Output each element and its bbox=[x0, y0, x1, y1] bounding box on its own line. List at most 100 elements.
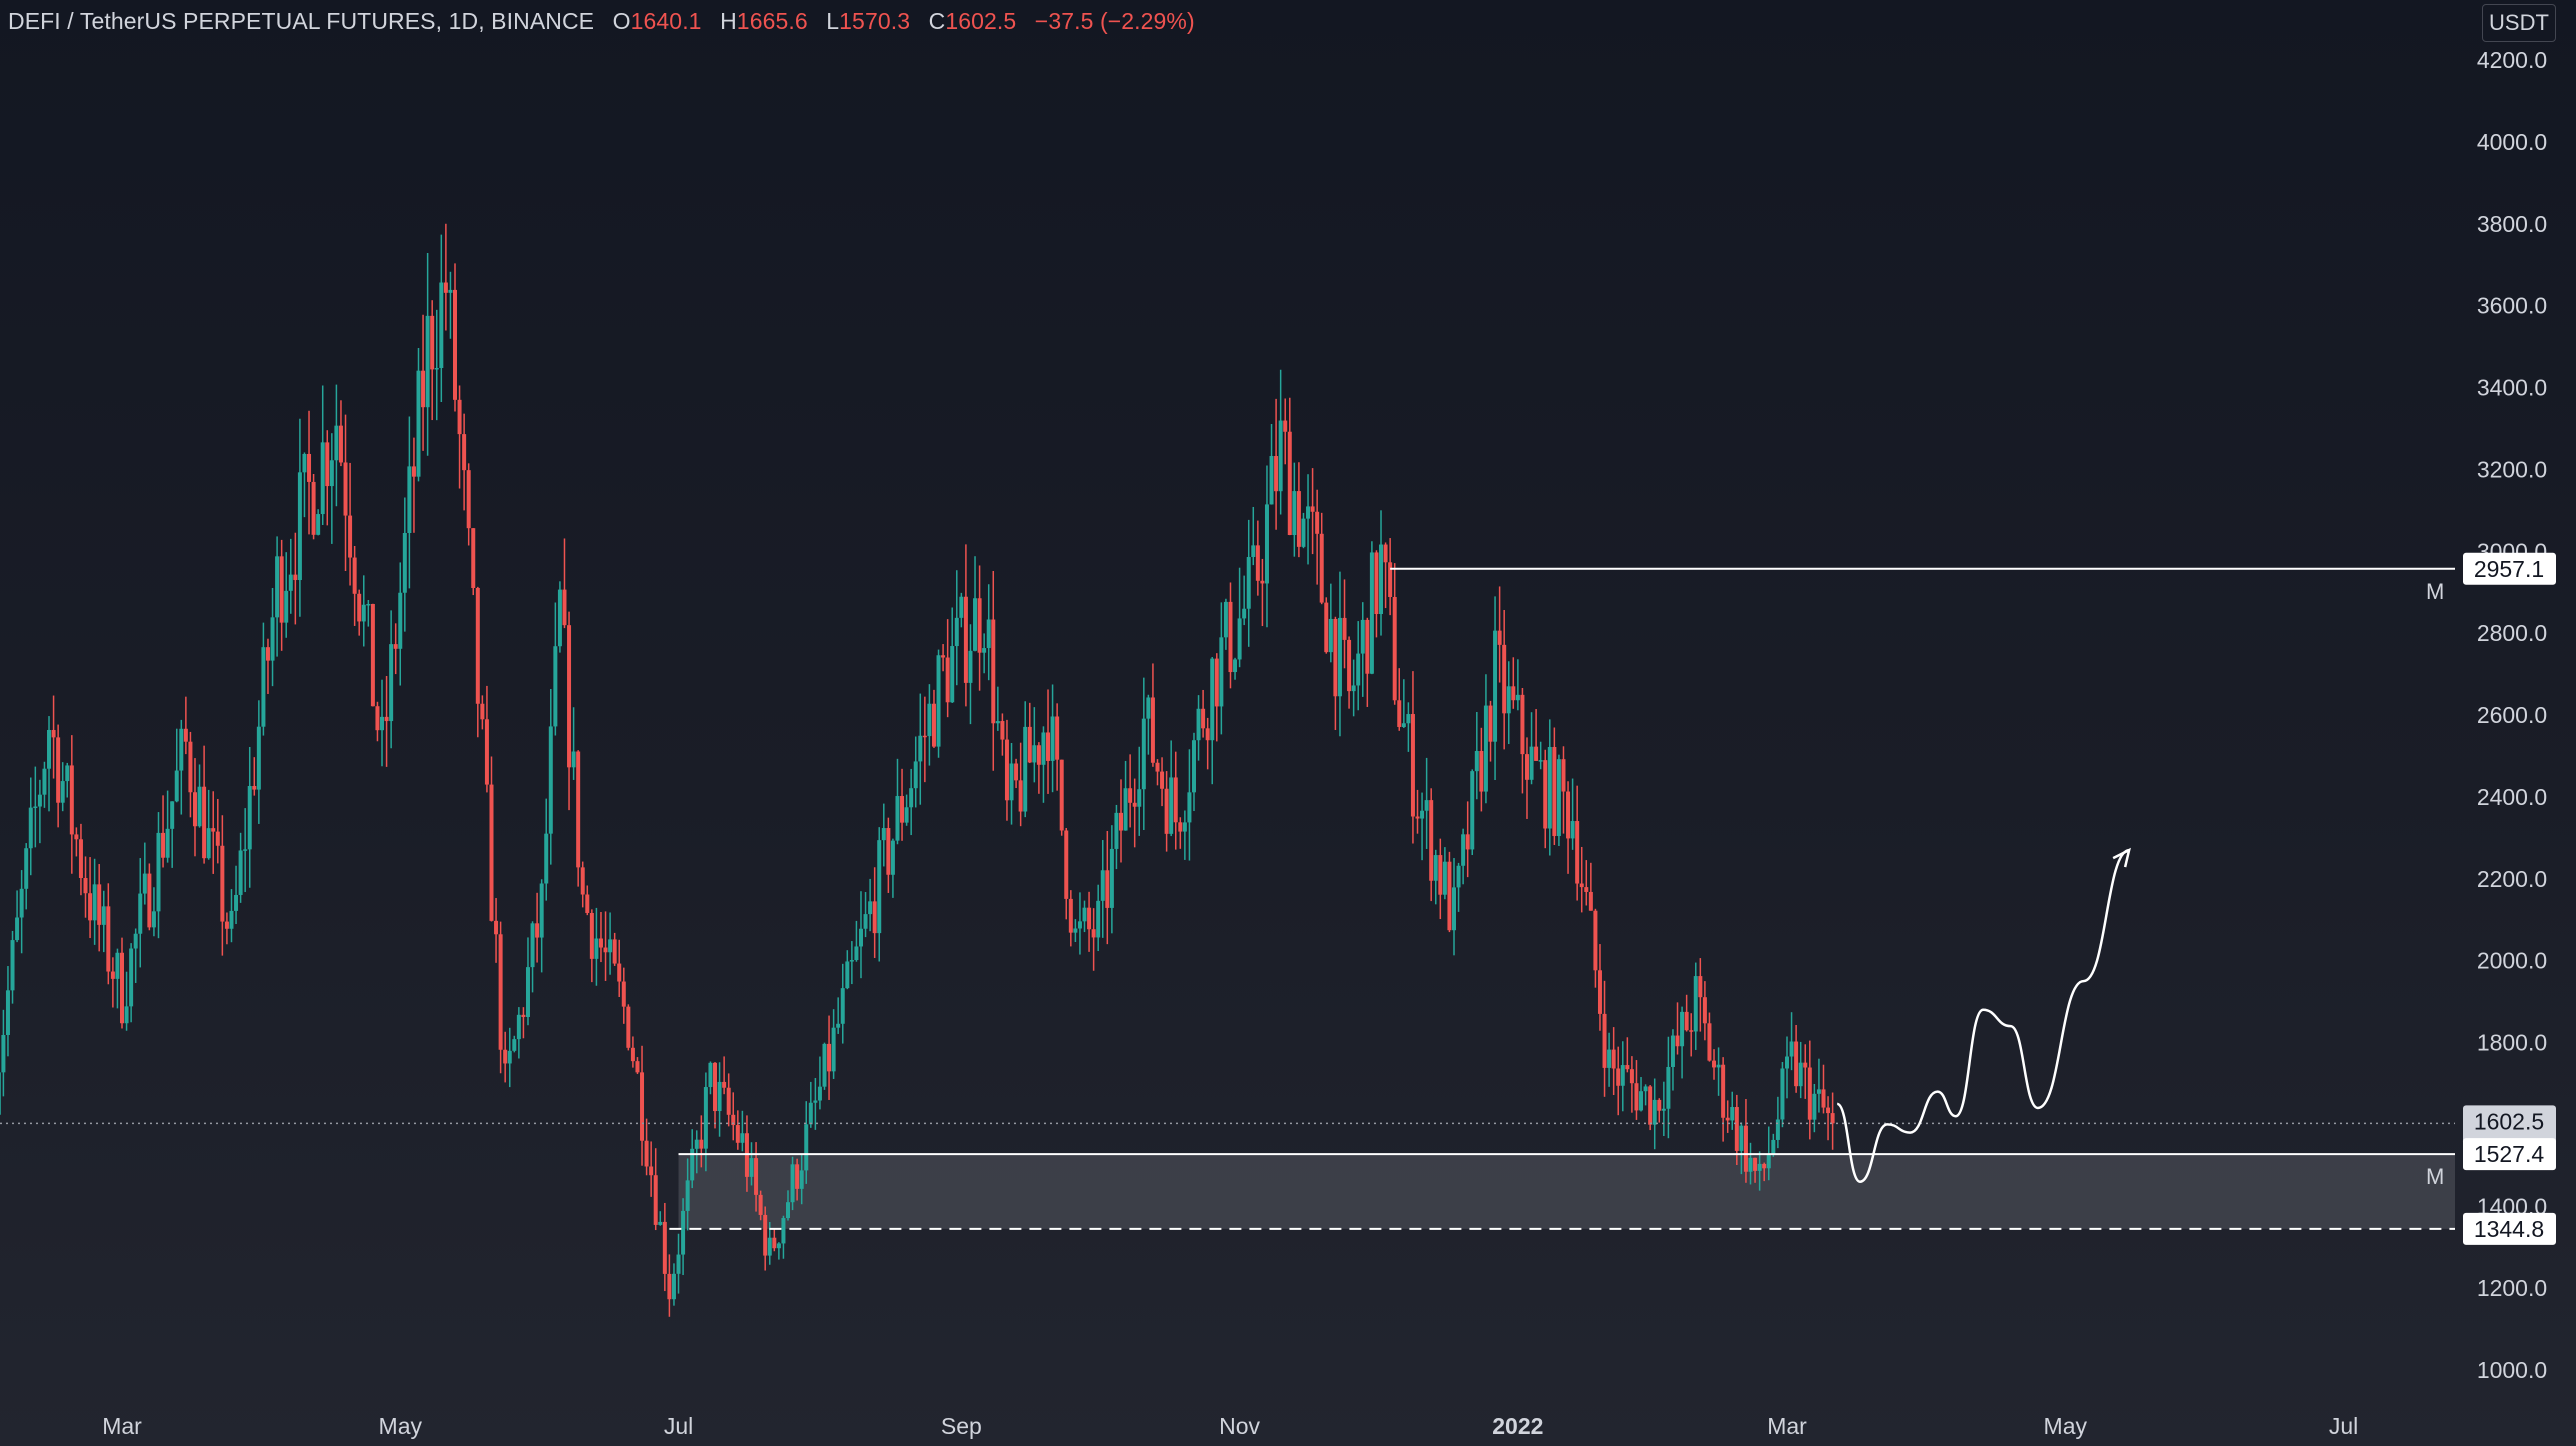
candle bbox=[786, 1190, 790, 1221]
candle bbox=[817, 1056, 822, 1110]
candle-body bbox=[640, 1072, 645, 1141]
candle-body bbox=[56, 737, 61, 803]
candle-body bbox=[1785, 1056, 1789, 1069]
candle bbox=[781, 1215, 786, 1259]
candle bbox=[1543, 749, 1548, 849]
candle bbox=[471, 528, 476, 596]
candle bbox=[1826, 1096, 1831, 1141]
candle bbox=[1666, 1036, 1671, 1139]
candle-body bbox=[361, 604, 366, 622]
candle bbox=[1223, 598, 1228, 650]
candle-body bbox=[1639, 1091, 1644, 1111]
candle-body bbox=[183, 728, 188, 742]
candle bbox=[457, 385, 462, 489]
candle-body bbox=[649, 1166, 654, 1176]
candle-body bbox=[968, 650, 973, 683]
candle bbox=[667, 1254, 672, 1317]
candle bbox=[1488, 700, 1493, 762]
candle-body bbox=[448, 289, 453, 293]
candle-body bbox=[1794, 1041, 1799, 1087]
candle bbox=[197, 764, 202, 828]
candle-body bbox=[608, 939, 613, 953]
candle-body bbox=[530, 923, 535, 968]
candle-body bbox=[1233, 659, 1238, 673]
candle-body bbox=[808, 1102, 813, 1125]
projection-path[interactable] bbox=[1836, 848, 2130, 1183]
candle-body bbox=[338, 425, 343, 463]
candle bbox=[854, 920, 859, 962]
candle-body bbox=[1201, 708, 1206, 729]
candle bbox=[1762, 1162, 1767, 1182]
candle bbox=[142, 842, 147, 905]
candle bbox=[5, 966, 10, 1057]
candle bbox=[1, 1009, 6, 1097]
candle-body bbox=[868, 901, 873, 915]
candle bbox=[968, 624, 973, 725]
candle bbox=[1306, 474, 1311, 565]
candle-body bbox=[1146, 697, 1151, 719]
candle-body bbox=[1046, 732, 1051, 761]
candle bbox=[1242, 575, 1247, 626]
candle-body bbox=[776, 1243, 781, 1249]
currency-button[interactable]: USDT bbox=[2482, 4, 2556, 42]
candle bbox=[1547, 719, 1552, 856]
candle-body bbox=[681, 1210, 686, 1255]
candle bbox=[293, 532, 298, 625]
candle bbox=[1780, 1062, 1785, 1128]
candle bbox=[1743, 1098, 1748, 1183]
candle bbox=[1794, 1025, 1799, 1093]
candle-body bbox=[1803, 1062, 1808, 1068]
candle bbox=[1237, 567, 1242, 668]
candle-body bbox=[863, 914, 868, 929]
candle bbox=[1004, 719, 1009, 821]
candle-body bbox=[685, 1180, 690, 1211]
candle bbox=[1552, 727, 1557, 845]
candle-body bbox=[1301, 518, 1306, 547]
candle-body bbox=[1068, 898, 1073, 933]
candle-body bbox=[320, 442, 325, 515]
candle bbox=[1228, 582, 1233, 689]
price-axis[interactable]: 4200.04000.03800.03600.03400.03200.03000… bbox=[2477, 47, 2547, 1383]
candle-body bbox=[120, 952, 124, 1024]
candle bbox=[644, 1118, 649, 1176]
candle-body bbox=[525, 967, 530, 1017]
candle bbox=[1100, 840, 1105, 938]
candle-body bbox=[1027, 726, 1032, 763]
candle bbox=[713, 1062, 718, 1129]
candle bbox=[1014, 758, 1019, 789]
candle bbox=[1470, 769, 1475, 856]
candle bbox=[1785, 1036, 1789, 1099]
candle bbox=[1538, 741, 1543, 770]
candle-body bbox=[690, 1148, 695, 1181]
candle-body bbox=[1342, 617, 1347, 640]
candle bbox=[635, 1057, 640, 1075]
candle bbox=[868, 878, 873, 932]
candle bbox=[60, 762, 65, 812]
support-low-price-label-bg bbox=[2463, 1212, 2556, 1245]
candle-body bbox=[1191, 740, 1196, 793]
candle bbox=[1333, 616, 1338, 730]
candle bbox=[1073, 919, 1078, 943]
candle-body bbox=[1333, 618, 1338, 697]
candle bbox=[174, 728, 179, 803]
candle bbox=[202, 745, 207, 864]
candle-body bbox=[434, 368, 439, 370]
candle bbox=[1055, 703, 1060, 791]
candle bbox=[589, 909, 594, 983]
candle bbox=[831, 1009, 836, 1079]
candle-body bbox=[713, 1062, 718, 1112]
candle bbox=[129, 943, 134, 1023]
symbol-title[interactable]: DEFI / TetherUS PERPETUAL FUTURES, 1D, B… bbox=[8, 8, 595, 34]
candle-body bbox=[1132, 802, 1137, 807]
candle-body bbox=[849, 960, 854, 962]
candle-body bbox=[129, 948, 134, 1007]
time-axis[interactable]: Mar May Jul Sep Nov 2022 Mar May Jul bbox=[102, 1413, 2358, 1439]
candle bbox=[1597, 944, 1602, 1031]
candle-body bbox=[1734, 1107, 1739, 1151]
candle bbox=[1415, 789, 1420, 834]
candle-body bbox=[1826, 1107, 1831, 1114]
candle bbox=[110, 957, 115, 1008]
candle-body bbox=[60, 781, 65, 803]
candle bbox=[265, 638, 270, 694]
